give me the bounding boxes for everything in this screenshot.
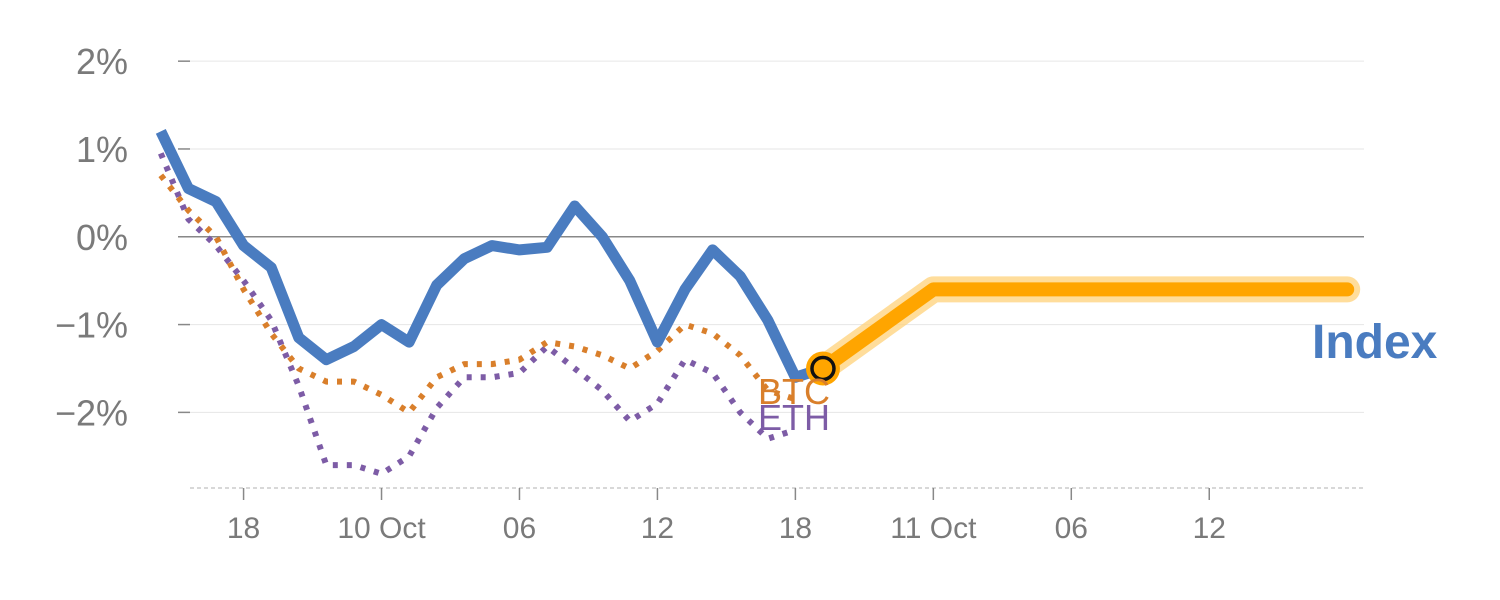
x-tick-label: 11 Oct — [890, 512, 977, 545]
x-axis: 18 10 Oct 06 12 18 11 Oct 06 12 — [190, 487, 1364, 545]
y-tick-label: −2% — [55, 392, 128, 433]
y-tick-label: −1% — [55, 305, 128, 346]
current-point-marker — [810, 355, 836, 382]
y-tick-label: 1% — [76, 129, 128, 170]
x-tick-label: 06 — [503, 512, 536, 545]
btc-series-line — [158, 173, 797, 416]
btc-series-label: BTC — [758, 371, 830, 412]
eth-series-label: ETH — [758, 397, 830, 438]
label-layer: BTC ETH Index — [758, 316, 1438, 438]
x-tick-label: 18 — [227, 512, 260, 545]
y-axis: 2% 1% 0% −1% −2% — [55, 41, 190, 433]
x-tick-label: 18 — [779, 512, 812, 545]
series-layer — [155, 129, 1361, 477]
x-tick-label: 10 Oct — [337, 512, 426, 545]
x-tick-label: 12 — [641, 512, 674, 545]
x-tick-label: 12 — [1193, 512, 1226, 545]
y-tick-label: 0% — [76, 217, 128, 258]
grid-layer — [178, 60, 1364, 413]
index-series-line — [155, 129, 825, 383]
y-tick-label: 2% — [76, 41, 128, 82]
forecast-series-line — [816, 282, 1355, 376]
x-tick-label: 06 — [1055, 512, 1088, 545]
index-series-label: Index — [1312, 316, 1438, 369]
forecast-halo — [810, 276, 1361, 382]
